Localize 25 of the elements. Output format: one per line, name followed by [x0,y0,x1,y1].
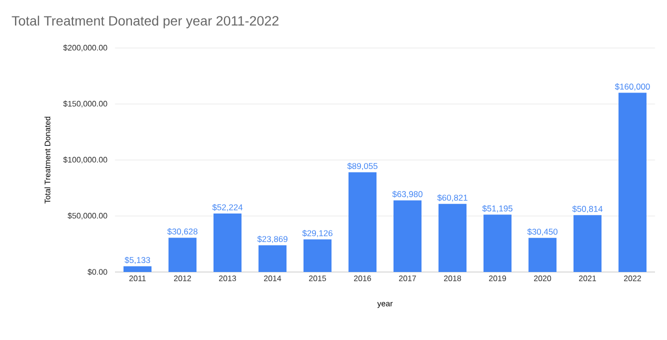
bar [618,92,647,272]
bar [394,200,422,272]
data-label: $50,814 [572,206,603,213]
bar [168,238,197,272]
bar [348,172,377,272]
data-label: $5,133 [124,256,150,264]
bar [484,214,512,272]
data-label: $30,628 [167,228,198,236]
data-label: $51,195 [482,205,512,212]
chart-title: Total Treatment Donated per year 2011-2022 [12,16,278,28]
bar [438,204,467,272]
data-label: $63,980 [392,190,422,198]
bar [528,238,557,272]
bar [304,239,332,272]
data-label: $160,000 [614,83,650,91]
data-label: $60,821 [437,194,468,202]
data-label: $23,869 [257,236,288,244]
data-label: $30,450 [527,228,558,236]
bar [214,214,242,272]
bar [574,215,602,272]
bar [124,266,152,272]
data-label: $29,126 [302,230,332,238]
data-label: $89,055 [347,162,378,170]
data-label: $52,224 [212,204,243,212]
bar [258,245,287,272]
